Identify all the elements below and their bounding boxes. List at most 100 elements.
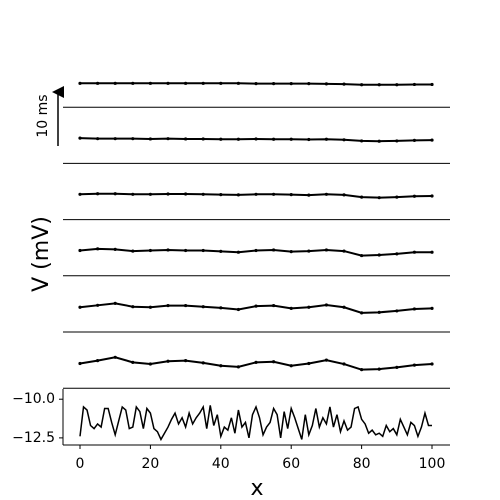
trace-point [166,248,170,252]
trace-point [412,138,417,142]
trace-point [201,361,205,365]
trace-point [166,359,170,363]
trace-point [342,138,346,142]
trace-point [131,81,135,85]
trace-point [236,307,241,312]
trace-point [201,192,205,196]
trace-point [377,196,381,200]
trace-point [113,247,117,251]
trace-point [395,139,399,143]
x-tick-label: 0 [76,456,85,472]
trace-point [307,361,311,366]
trace-point [377,139,381,143]
trace-point [412,250,417,254]
trace-point [377,253,381,257]
trace-point [166,303,170,308]
x-tick-label: 20 [141,456,159,472]
trace-point [148,248,153,253]
trace-point [166,192,170,196]
trace-point [430,250,434,254]
trace-point [272,248,276,252]
trace-point [148,362,153,366]
y-tick-label: −10.0 [12,391,55,407]
trace-point [412,194,417,198]
trace-point [307,81,311,86]
trace-point [342,82,346,86]
trace-point [254,304,258,308]
trace-point [184,192,188,196]
trace-point [324,137,329,141]
trace-point [78,192,82,196]
trace-point [395,365,399,370]
trace-point [289,250,293,254]
trace-point [272,81,276,86]
trace-point [254,360,258,364]
trace-point [395,252,399,256]
trace-point [219,192,223,197]
trace-point [131,305,135,309]
trace-point [201,305,205,309]
trace-point [360,195,364,199]
trace-point [219,81,223,85]
y-tick-label: −12.5 [12,430,55,446]
trace-point [324,358,329,362]
y-axis-label: V (mV) [29,216,54,292]
trace-point [307,193,311,197]
trace-point [324,192,329,196]
trace-point [78,361,82,366]
trace-point [113,137,117,141]
trace-point [131,192,135,196]
trace-point [236,81,241,85]
trace-point [219,306,223,310]
trace-point [184,303,188,308]
trace-point [272,360,276,364]
trace-point [184,81,188,85]
trace-point [184,137,188,141]
trace-point [254,192,258,196]
trace-point [201,81,205,85]
trace-point [201,248,205,253]
trace-point [272,137,276,141]
trace-point [342,305,346,309]
x-tick-label: 80 [353,456,371,472]
trace-point [412,307,417,311]
trace-point [148,137,153,141]
trace-point [96,359,100,363]
trace-point [430,82,434,87]
x-tick-label: 60 [282,456,300,472]
trace-point [96,192,100,196]
x-tick-label: 40 [212,456,230,472]
x-axis-label: x [250,476,263,500]
trace-point [131,249,135,253]
trace-point [236,193,241,197]
trace-point [412,363,417,367]
trace-point [166,81,170,85]
trace-point [272,303,276,308]
trace-point [360,139,364,143]
trace-point [78,305,82,309]
trace-point [377,367,381,371]
trace-point [412,82,417,87]
trace-point [430,306,434,310]
trace-point [342,362,346,366]
trace-point [360,311,364,315]
trace-point [96,303,100,307]
trace-point [324,82,329,86]
trace-point [219,364,223,368]
trace-point [96,247,100,251]
trace-point [78,136,82,140]
trace-point [360,253,364,258]
trace-point [113,301,117,305]
trace-point [254,81,258,86]
trace-point [289,137,293,141]
trace-point [254,248,258,253]
trace-point [324,303,329,307]
trace-point [307,305,311,309]
trace-point [131,137,135,141]
trace-point [148,192,153,196]
trace-point [184,248,188,253]
trace-point [236,137,241,141]
trace-point [395,309,399,313]
trace-point [395,195,399,199]
